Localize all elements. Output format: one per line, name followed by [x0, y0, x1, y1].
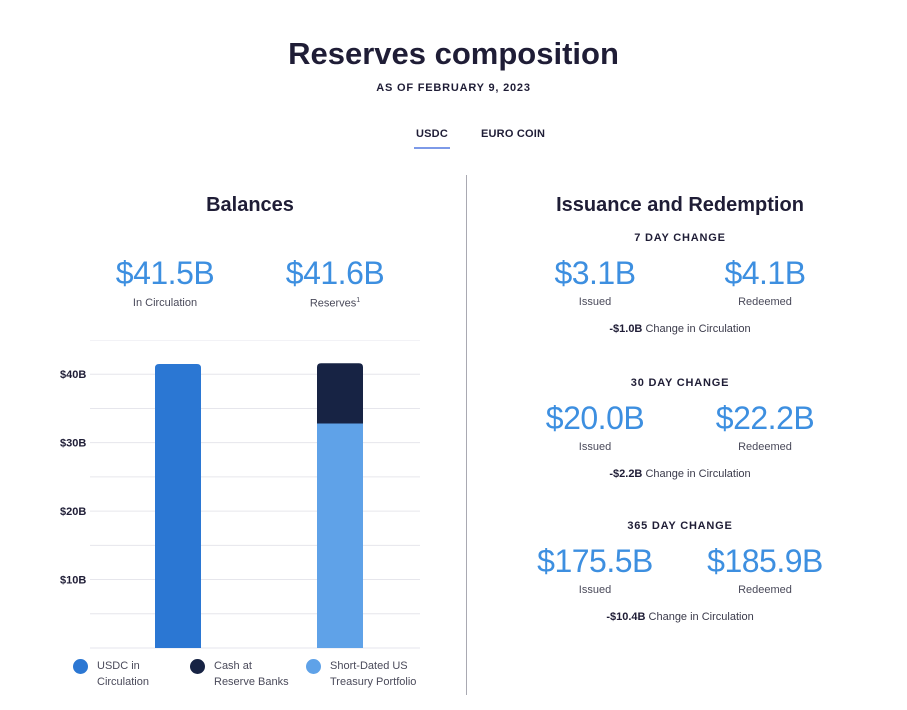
legend-label-line: Circulation [97, 676, 149, 688]
net-change-value: -$10.4B [606, 611, 646, 623]
net-change-value: -$1.0B [609, 323, 643, 335]
reserves-footnote: 1 [356, 297, 361, 304]
balances-chart: $10B $20B $30B $40B [60, 340, 420, 649]
circulation-change: -$1.0B Change in Circulation [560, 323, 800, 335]
bar-segment [317, 363, 363, 424]
redeemed-value: $185.9B [707, 543, 823, 579]
net-change-label: Change in Circulation [648, 611, 754, 623]
net-change-value: -$2.2B [609, 468, 643, 480]
reserves-label: Reserves1 [309, 297, 361, 310]
redeemed-value: $4.1B [724, 255, 806, 291]
circulation-label: In Circulation [132, 297, 198, 309]
legend-swatch [73, 659, 88, 674]
issuance-title: Issuance and Redemption [556, 194, 804, 216]
page-subtitle: AS OF FEBRUARY 9, 2023 [376, 82, 531, 94]
chart-legend: USDC in Circulation Cash at Reserve Banks Sh… [0, 658, 460, 703]
redeemed-label: Redeemed [738, 584, 792, 596]
legend-swatch [306, 659, 321, 674]
issued-label: Issued [578, 441, 612, 453]
issued-value: $3.1B [554, 255, 636, 291]
active-tab-indicator [414, 147, 450, 149]
net-change-label: Change in Circulation [645, 468, 751, 480]
legend-swatch [190, 659, 205, 674]
change-heading: 7 DAY CHANGE [634, 232, 726, 244]
page-title: Reserves composition [288, 36, 619, 71]
bar-segment [317, 423, 363, 648]
legend-label-line: USDC in [97, 660, 140, 672]
legend-label-line: Reserve Banks [214, 676, 289, 688]
circulation-value: $41.5B [115, 255, 215, 291]
legend-label: Cash at Reserve Banks [214, 658, 334, 690]
change-heading: 365 DAY CHANGE [627, 520, 733, 532]
y-tick-label: $30B [60, 438, 86, 450]
legend-label: USDC in Circulation [97, 658, 217, 690]
net-change-label: Change in Circulation [645, 323, 751, 335]
redeemed-value: $22.2B [715, 400, 815, 436]
legend-label: Short-Dated US Treasury Portfolio [330, 658, 450, 690]
tab-euro-coin[interactable]: EURO COIN [481, 128, 546, 140]
legend-label-line: Cash at [214, 660, 252, 672]
section-divider [466, 175, 467, 695]
circulation-change: -$10.4B Change in Circulation [560, 611, 800, 623]
tab-usdc[interactable]: USDC [416, 128, 448, 140]
y-tick-label: $40B [60, 369, 86, 381]
legend-label-line: Treasury Portfolio [330, 676, 417, 688]
issued-value: $20.0B [545, 400, 645, 436]
y-tick-label: $20B [60, 506, 86, 518]
legend-label-line: Short-Dated US [330, 660, 408, 672]
reserves-value: $41.6B [285, 255, 385, 291]
redeemed-label: Redeemed [738, 296, 792, 308]
issued-label: Issued [578, 296, 612, 308]
bar-segment [155, 363, 201, 648]
redeemed-label: Redeemed [738, 441, 792, 453]
issued-value: $175.5B [537, 543, 653, 579]
balances-title: Balances [206, 194, 294, 216]
circulation-change: -$2.2B Change in Circulation [560, 468, 800, 480]
y-tick-label: $10B [60, 575, 86, 587]
issued-label: Issued [578, 584, 612, 596]
change-heading: 30 DAY CHANGE [630, 377, 730, 389]
